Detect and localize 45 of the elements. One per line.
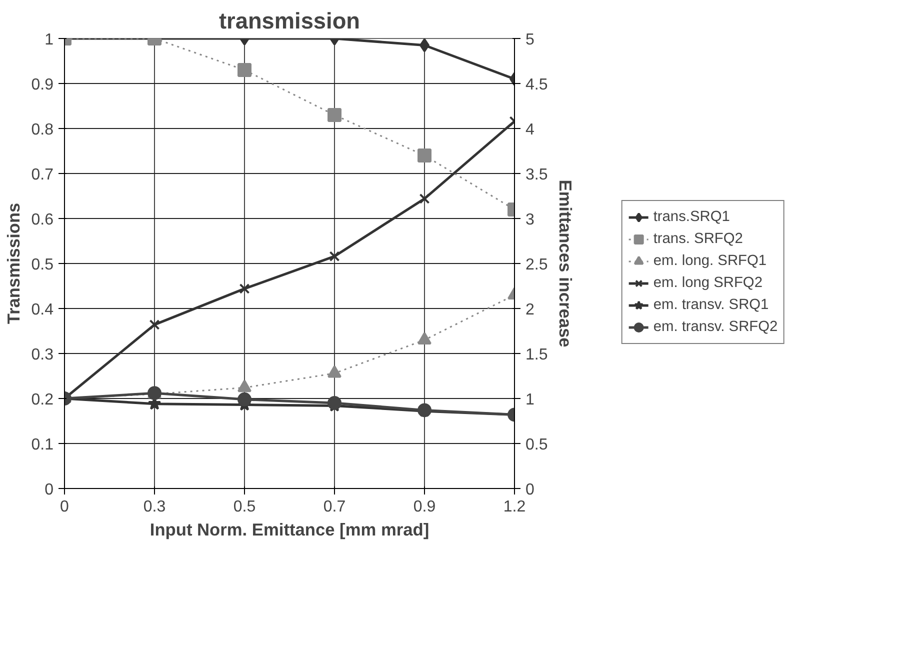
y2-tick-label: 1.5: [526, 346, 548, 364]
y2-tick-label: 2: [526, 302, 534, 318]
y2-tick-label: 0: [526, 482, 534, 498]
y2-tick-label: 3.5: [526, 166, 548, 184]
legend-label: em. long. SRFQ1: [653, 253, 767, 269]
point: [149, 319, 160, 330]
point: [238, 380, 252, 392]
point: [419, 193, 430, 204]
y-tick-label: 0: [44, 482, 54, 498]
y2-axis-title: Emittances increase: [556, 180, 576, 348]
x-tick-label: 0.9: [413, 498, 436, 516]
y-tick-label: 0.7: [31, 166, 54, 184]
x-tick-label: 1.2: [503, 498, 526, 516]
y2-tick-label: 2.5: [526, 256, 548, 274]
x-axis-title: Input Norm. Emittance [mm mrad]: [150, 520, 430, 540]
legend-label: em. transv. SRFQ2: [653, 319, 778, 335]
x-tick-label: 0.3: [143, 498, 166, 516]
y2-tick-label: 5: [526, 32, 534, 48]
y-tick-label: 0.2: [31, 392, 54, 408]
y-tick-label: 0.3: [31, 346, 54, 364]
legend-label: em. transv. SRQ1: [653, 297, 769, 313]
x-tick-label: 0.7: [323, 498, 346, 516]
legend-label: trans.SRQ1: [653, 209, 730, 225]
y-axis-title: Transmissions: [3, 202, 24, 324]
y2-tick-label: 3: [526, 212, 534, 228]
y-tick-label: 1: [44, 32, 54, 48]
y-tick-label: 0.9: [31, 76, 54, 94]
y-tick-label: 0.8: [31, 122, 54, 138]
point: [239, 283, 250, 294]
legend-label: trans. SRFQ2: [653, 231, 743, 247]
y2-tick-label: 0.5: [526, 436, 548, 454]
point: [238, 392, 252, 406]
x-tick-label: 0.5: [233, 498, 256, 516]
point: [329, 251, 340, 262]
point: [328, 396, 342, 410]
y-tick-label: 0.1: [31, 436, 54, 454]
chart-title: transmission: [218, 8, 360, 34]
y-tick-label: 0.4: [31, 302, 54, 318]
y2-tick-label: 4: [526, 122, 534, 138]
legend-label: em. long SRFQ2: [653, 275, 762, 291]
y-tick-label: 0.5: [31, 256, 54, 274]
x-tick-label: 0: [60, 498, 70, 516]
y2-tick-label: 1: [526, 392, 534, 408]
y-tick-label: 0.6: [31, 212, 54, 228]
y2-tick-label: 4.5: [526, 76, 548, 94]
